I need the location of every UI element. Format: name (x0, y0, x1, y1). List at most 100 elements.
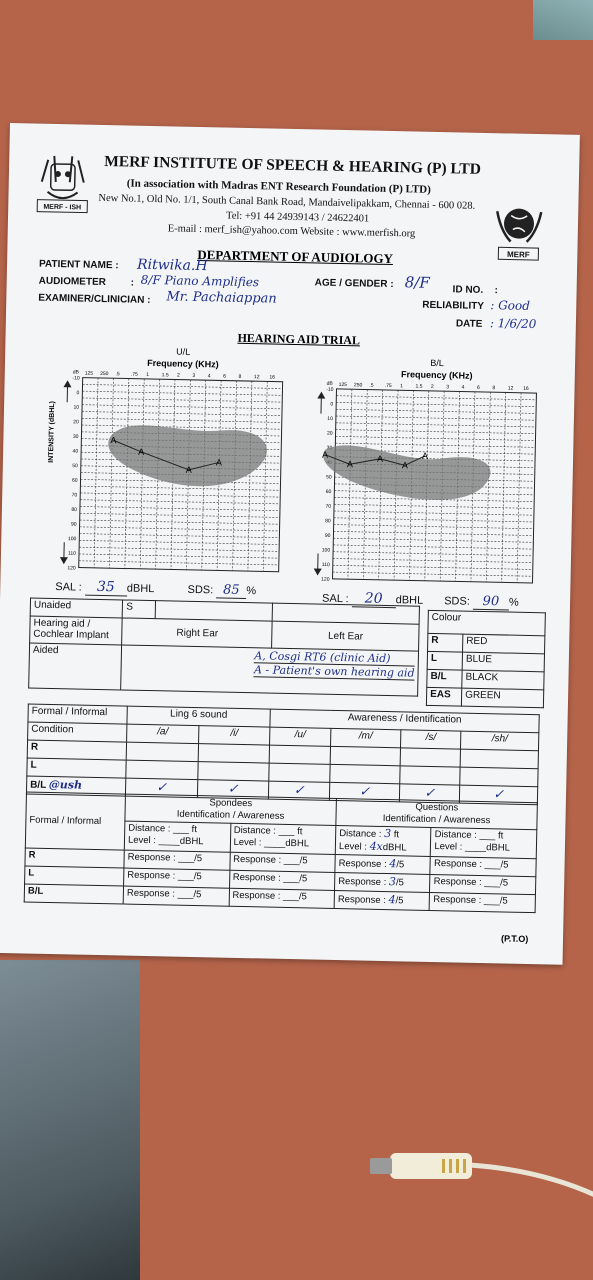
grid-line-h (81, 411, 282, 416)
table-cell: Hearing aid / Cochlear Implant (29, 616, 123, 645)
table-cell: Formal / Informal (25, 791, 126, 851)
grid-line-v (516, 392, 522, 583)
y-tick-label: 120 (321, 577, 330, 583)
y-tick-label: 0 (77, 390, 80, 396)
x-tick-label: 1 (146, 372, 149, 378)
x-tick-label: 12 (254, 374, 260, 380)
aided-unaided-table: Unaided S Hearing aid / Cochlear Implant R… (28, 598, 420, 697)
grid-line-h (81, 417, 282, 423)
table-cell (268, 763, 331, 783)
table-cell: BLUE (462, 652, 545, 672)
table-cell: R (27, 740, 127, 761)
table-cell (399, 765, 461, 786)
y-tick-label: 10 (73, 405, 79, 411)
audiology-form: MERF - ISH MERF INSTITUTE OF SPEECH & HE… (0, 123, 580, 965)
table-cell: Response : ___/5 (229, 870, 335, 891)
grid-line-v (486, 392, 491, 583)
audiometer-value: 8/F Piano Amplifies (140, 272, 260, 290)
table-cell: Unaided (30, 598, 124, 618)
merf-ish-logo: MERF - ISH (36, 155, 88, 214)
table-cell: EAS (426, 687, 462, 707)
grid-line-h (79, 540, 280, 545)
grid-line-h (79, 506, 280, 511)
table-cell: Distance : 3 ft Level : 4xdBHL (335, 825, 432, 857)
table-cell: Response : ___/5 (123, 868, 230, 889)
grid-line-h (333, 531, 534, 536)
x-tick-label: 8 (239, 374, 242, 380)
age-gender-value: 8/F (404, 273, 430, 292)
y-tick-label: 120 (67, 565, 76, 571)
table-cell (459, 767, 539, 787)
table-cell (125, 760, 199, 780)
table-cell: Aided (28, 643, 123, 690)
grid-line-h (79, 512, 280, 518)
sds-value-2: 90 (472, 593, 510, 611)
aided-threshold-line (113, 439, 220, 471)
svg-text:MERF: MERF (507, 250, 530, 259)
grid-line-h (82, 404, 283, 410)
grid-line-h (82, 397, 283, 403)
reliability-value: : Good (490, 298, 531, 313)
table-cell: Response : ___/5 (228, 888, 335, 909)
audiometer-label: AUDIOMETER (38, 275, 107, 289)
department-title: DEPARTMENT OF AUDIOLOGY (197, 246, 394, 267)
table-cell: Formal / Informal (27, 704, 128, 725)
y-tick-label: 110 (322, 562, 330, 568)
grid-line-h (79, 526, 280, 532)
y-tick-label: -10 (72, 375, 80, 381)
date-label: DATE (455, 318, 483, 330)
x-tick-label: 250 (100, 371, 109, 377)
table-cell: Colour (427, 610, 546, 636)
spondees-questions-table: Formal / Informal Spondees Identification… (24, 791, 538, 913)
frequency-label: Frequency (KHz) (401, 369, 473, 380)
arrow-down-icon-head (313, 568, 322, 576)
y-tick-label: -10 (326, 387, 334, 393)
grid-line-h (335, 442, 536, 448)
grid-line-h (335, 436, 536, 441)
grid-line-h (79, 546, 280, 552)
address-line: New No.1, Old No. 1/1, South Canal Bank … (98, 192, 476, 212)
y-tick-label: 90 (71, 522, 77, 528)
ling-six-sound-table: Formal / Informal Ling 6 sound Awareness /… (26, 704, 540, 806)
aided-note-2: A - Patient's own hearing aid (253, 663, 415, 681)
grid-line-h (335, 415, 536, 421)
y-tick-label: 20 (73, 419, 79, 425)
y-tick-label: 60 (326, 489, 332, 495)
x-tick-label: .5 (115, 371, 120, 377)
speech-banana (323, 445, 491, 500)
table-cell: B/L (426, 669, 463, 689)
table-cell: A, Cosgi RT6 (clinic Aid) A - Patient's … (121, 644, 419, 697)
x-tick-label: 16 (523, 386, 529, 392)
table-cell: Response : 3/5 (334, 872, 431, 893)
table-cell (460, 749, 539, 769)
table-cell (126, 742, 199, 762)
x-tick-label: 125 (85, 371, 94, 377)
grid-line-v (109, 378, 114, 569)
table-cell: /a/ (126, 724, 199, 744)
examiner-label: EXAMINER/CLINICIAN : (38, 292, 151, 306)
y-tick-label: 100 (68, 536, 77, 542)
background-cloth (0, 960, 140, 1280)
sds-value-1: 85 (216, 582, 247, 600)
email-website-line: E-mail : merf_ish@yahoo.com Website : ww… (167, 223, 416, 240)
table-cell: Condition (27, 722, 127, 743)
db-label: dB (73, 369, 80, 375)
grid-line-h (335, 422, 536, 428)
sal-value-1: 35 (84, 578, 128, 597)
grid-line-h (333, 524, 534, 530)
reliability-label: RELIABILITY (422, 299, 485, 312)
table-cell: /s/ (400, 729, 462, 750)
aided-threshold-line (324, 454, 426, 466)
table-cell (197, 761, 270, 782)
table-row: Aided A, Cosgi RT6 (clinic Aid) A - Pati… (28, 643, 419, 697)
aided-marker-a: A (322, 450, 328, 460)
patient-name-value: Ritwika.H (136, 256, 208, 275)
pto-note: (P.T.O) (500, 933, 529, 945)
x-tick-label: 4 (462, 385, 465, 391)
grid-line-h (332, 571, 533, 577)
x-tick-label: 8 (492, 385, 495, 391)
db-label: dB (327, 381, 334, 387)
y-tick-label: 50 (72, 463, 78, 469)
x-tick-label: 250 (354, 382, 363, 388)
grid-line-h (78, 560, 279, 566)
